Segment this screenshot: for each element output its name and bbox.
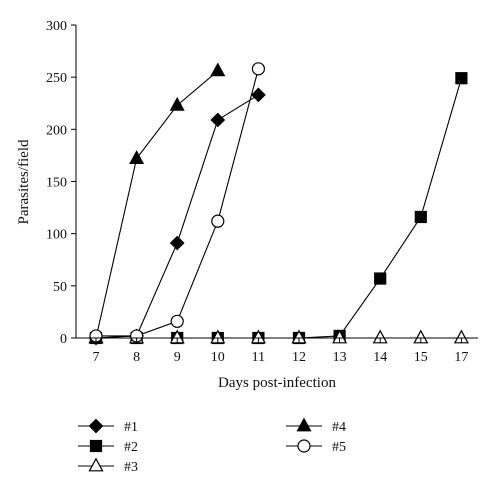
y-tick-label: 150 — [46, 176, 67, 191]
series-line — [95, 70, 219, 339]
x-tick-label: 10 — [211, 350, 225, 365]
data-point — [251, 87, 266, 103]
plot-area — [88, 62, 469, 346]
y-axis-title: Parasites/field — [16, 139, 32, 224]
y-tick-label: 50 — [53, 280, 67, 295]
legend-item: #5 — [286, 439, 346, 455]
x-tick-label: 15 — [414, 350, 428, 365]
data-point — [170, 314, 184, 328]
series-1 — [88, 87, 266, 346]
data-point — [211, 214, 225, 228]
legend-item: #2 — [78, 439, 138, 455]
y-tick-label: 0 — [60, 332, 67, 347]
y-tick-label: 300 — [46, 19, 67, 34]
series-4 — [88, 62, 226, 344]
x-tick-label: 17 — [454, 350, 468, 365]
legend-label: #4 — [332, 420, 346, 435]
series-line — [96, 78, 462, 339]
data-point — [414, 210, 427, 224]
y-tick-label: 100 — [46, 228, 67, 243]
x-tick-label: 14 — [373, 350, 387, 365]
y-tick-label: 250 — [46, 71, 67, 86]
legend-label: #3 — [124, 460, 138, 475]
legend-marker — [88, 418, 104, 434]
data-point — [210, 62, 226, 77]
x-tick-label: 8 — [133, 350, 140, 365]
data-point — [169, 235, 185, 251]
x-axis-title: Days post-infection — [218, 375, 336, 391]
axes: Days post-infection Parasites/field 0 50 1… — [16, 19, 478, 391]
y-tick-label: 200 — [46, 123, 67, 138]
data-point — [455, 72, 468, 85]
x-tick-label: 9 — [174, 350, 181, 365]
x-tick-label: 12 — [292, 350, 306, 365]
legend-item: #1 — [78, 418, 138, 435]
legend-item: #4 — [286, 417, 346, 435]
legend-marker — [296, 417, 312, 432]
legend-label: #2 — [124, 440, 138, 455]
x-tick-label: 11 — [252, 350, 265, 365]
data-point — [374, 272, 387, 285]
legend-marker — [89, 439, 103, 453]
data-point — [129, 150, 145, 164]
legend-label: #5 — [332, 440, 346, 455]
legend-item: #3 — [78, 457, 138, 475]
series-5 — [89, 62, 265, 343]
data-point — [210, 112, 226, 128]
data-point — [169, 96, 185, 111]
x-tick-label: 13 — [333, 350, 347, 365]
series-line — [95, 94, 259, 339]
legend-label: #1 — [124, 420, 138, 435]
legend: #1 #2 #3 #4 #5 — [78, 417, 346, 475]
x-tick-label: 7 — [93, 350, 100, 365]
series-2 — [89, 72, 468, 345]
data-point — [251, 62, 265, 76]
legend-marker — [297, 439, 311, 453]
legend-marker — [88, 457, 104, 472]
